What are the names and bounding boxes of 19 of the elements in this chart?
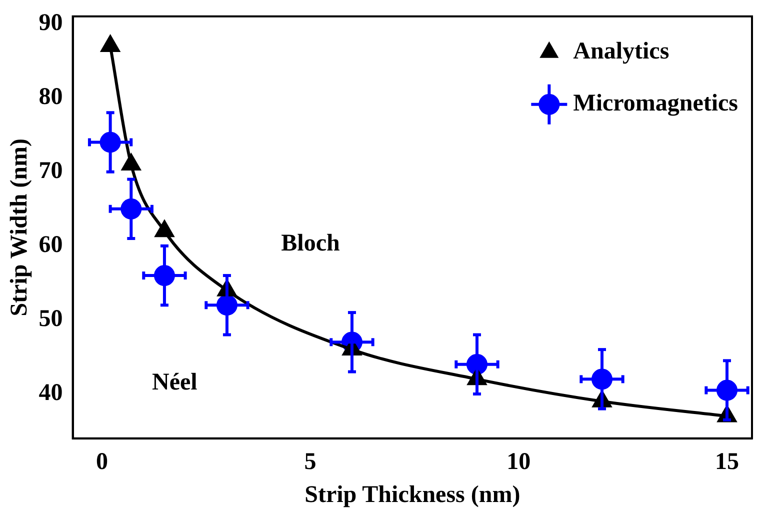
x-tick-label: 5 [304,449,316,476]
legend-label: Analytics [573,38,670,65]
point [101,36,120,52]
y-tick-label: 80 [38,84,63,110]
y-tick-label: 90 [38,10,63,36]
y-axis-title: Strip Width (nm) [6,138,33,316]
y-tick-label: 50 [38,306,63,332]
annotation: Bloch [281,230,340,256]
x-axis-title: Strip Thickness (nm) [304,482,520,508]
x-tick-label: 15 [715,449,739,476]
y-tick-label: 40 [38,380,63,406]
annotation: Néel [152,370,198,396]
x-tick-label: 0 [96,449,108,476]
x-tick-label: 10 [506,449,531,476]
y-tick-label: 60 [38,232,63,258]
legend-label: Micromagnetics [573,90,738,117]
point [122,154,140,170]
y-tick-label: 70 [38,158,63,184]
point [155,220,174,238]
